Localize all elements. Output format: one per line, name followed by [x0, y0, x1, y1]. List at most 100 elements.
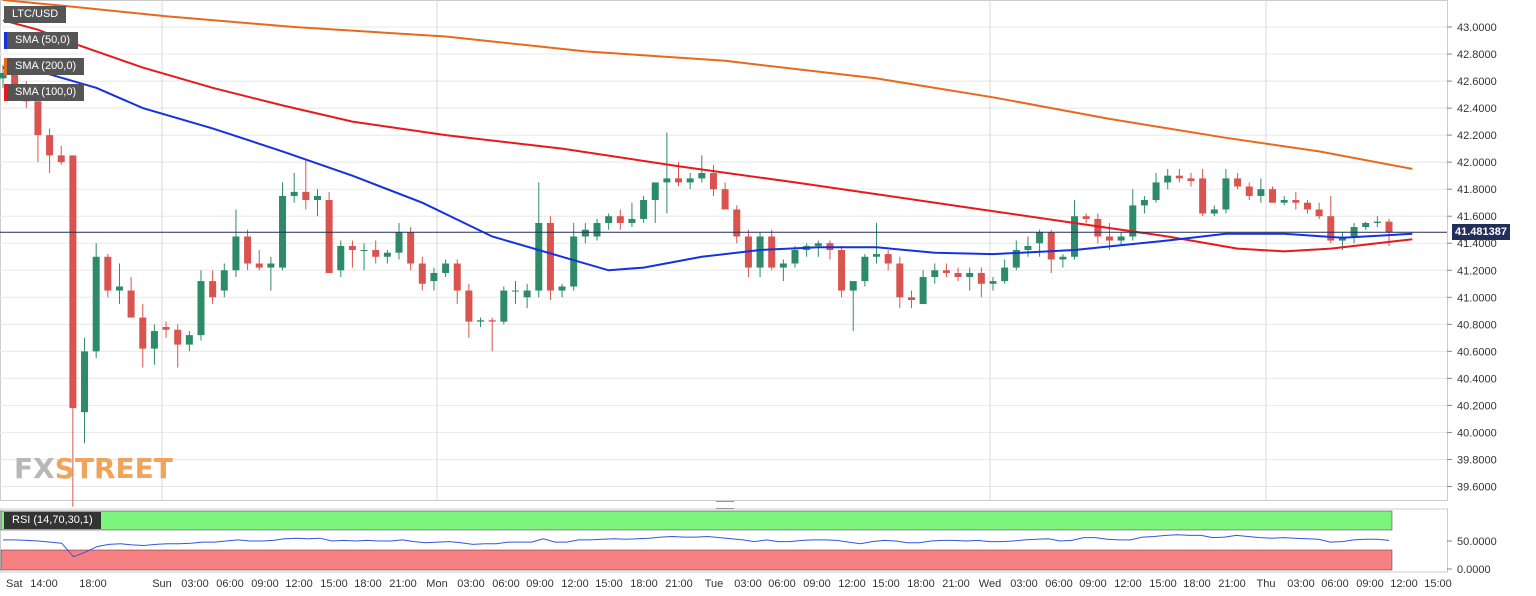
- logo-fx: FX: [14, 452, 55, 485]
- x-tick-label: Thu: [1257, 578, 1276, 590]
- candle-body: [1129, 205, 1137, 237]
- x-tick-label: 15:00: [320, 578, 348, 590]
- x-tick-label: 14:00: [30, 578, 58, 590]
- candle-body: [558, 286, 566, 291]
- x-tick-label: Tue: [705, 578, 724, 590]
- sma-50-label[interactable]: SMA (50,0): [4, 32, 79, 49]
- candle-body: [768, 236, 776, 268]
- candle-body: [1327, 216, 1335, 241]
- x-tick-label: 12:00: [1390, 578, 1418, 590]
- candle-body: [1094, 218, 1102, 237]
- rsi-label[interactable]: RSI (14,70,30,1): [4, 512, 101, 529]
- y-tick-label: 41.2000: [1457, 265, 1497, 277]
- candle-body: [896, 263, 904, 298]
- candle-body: [139, 317, 147, 349]
- x-tick-label: 21:00: [389, 578, 417, 590]
- candle-body: [849, 281, 857, 291]
- candle-body: [1071, 216, 1079, 257]
- x-tick-label: 21:00: [942, 578, 970, 590]
- x-tick-label: 15:00: [1424, 578, 1452, 590]
- candle-body: [931, 270, 939, 278]
- candle-body: [1362, 222, 1370, 228]
- candle-body: [418, 263, 426, 284]
- candle-body: [581, 229, 589, 237]
- candle-body: [244, 236, 252, 264]
- candle-body: [477, 320, 485, 322]
- candle-body: [1210, 209, 1218, 214]
- candle-body: [756, 236, 764, 268]
- candle-body: [546, 222, 554, 291]
- candle-body: [535, 222, 543, 291]
- sma-line: [2, 66, 1413, 272]
- symbol-label: LTC/USD: [4, 6, 67, 23]
- sma-200-label[interactable]: SMA (200,0): [4, 58, 85, 75]
- y-tick-label: 42.0000: [1457, 157, 1497, 169]
- sma-100-label[interactable]: SMA (100,0): [4, 84, 85, 101]
- x-tick-label: 18:00: [1183, 578, 1211, 590]
- candle-body: [954, 272, 962, 278]
- candle-body: [1234, 178, 1242, 187]
- candle-body: [1280, 200, 1288, 203]
- candle-body: [989, 281, 997, 284]
- candle-body: [372, 250, 380, 257]
- candle-body: [616, 216, 624, 223]
- candle-body: [1269, 189, 1277, 203]
- candle-body: [1222, 178, 1230, 210]
- candle-body: [127, 290, 135, 318]
- x-tick-label: 03:00: [1287, 578, 1315, 590]
- candle-body: [605, 216, 613, 223]
- sma-line: [2, 19, 1413, 253]
- candle-body: [232, 236, 240, 271]
- candle-body: [523, 290, 531, 298]
- x-tick-label: 03:00: [181, 578, 209, 590]
- fxstreet-logo: FXSTREET: [14, 452, 173, 485]
- pane-resize-handle[interactable]: [716, 501, 734, 509]
- y-tick-label: 40.4000: [1457, 373, 1497, 385]
- sma-line: [2, 0, 1413, 170]
- candle-body: [1105, 236, 1113, 241]
- candle-body: [92, 256, 100, 352]
- y-tick-label: 39.6000: [1457, 481, 1497, 493]
- candle-body: [209, 281, 217, 298]
- candle-body: [733, 209, 741, 237]
- x-tick-label: 15:00: [1149, 578, 1177, 590]
- x-tick-label: Sun: [152, 578, 172, 590]
- candle-body: [570, 236, 578, 287]
- candle-body: [395, 232, 403, 253]
- x-tick-label: 06:00: [768, 578, 796, 590]
- candle-body: [442, 263, 450, 273]
- candle-body: [511, 290, 519, 292]
- x-tick-label: 06:00: [492, 578, 520, 590]
- candle-body: [162, 327, 170, 330]
- candle-body: [290, 191, 298, 196]
- candle-body: [686, 178, 694, 183]
- candle-body: [1012, 250, 1020, 268]
- x-tick-label: 09:00: [1356, 578, 1384, 590]
- x-tick-label: 12:00: [285, 578, 313, 590]
- candle-body: [313, 195, 321, 200]
- candle-body: [81, 351, 89, 413]
- x-tick-label: 06:00: [1045, 578, 1073, 590]
- candle-body: [360, 250, 368, 251]
- candle-body: [1292, 200, 1300, 203]
- y-tick-label: 40.2000: [1457, 400, 1497, 412]
- rsi-y-tick-label: 0.0000: [1457, 564, 1491, 576]
- logo-street: STREET: [54, 452, 173, 485]
- candle-body: [698, 172, 706, 179]
- candle-body: [651, 182, 659, 200]
- rsi-oversold-zone: [0, 549, 1393, 571]
- candle-body: [942, 270, 950, 273]
- candle-body: [663, 178, 671, 183]
- candle-body: [593, 222, 601, 237]
- x-tick-label: 12:00: [838, 578, 866, 590]
- x-tick-label: 15:00: [595, 578, 623, 590]
- candle-body: [838, 250, 846, 291]
- candle-body: [383, 252, 391, 257]
- candle-body: [721, 189, 729, 210]
- candle-body: [150, 331, 158, 349]
- candle-body: [1036, 232, 1044, 244]
- candle-body: [46, 135, 54, 156]
- candle-body: [1024, 245, 1032, 250]
- last-price-tag: 41.481387: [1452, 224, 1510, 241]
